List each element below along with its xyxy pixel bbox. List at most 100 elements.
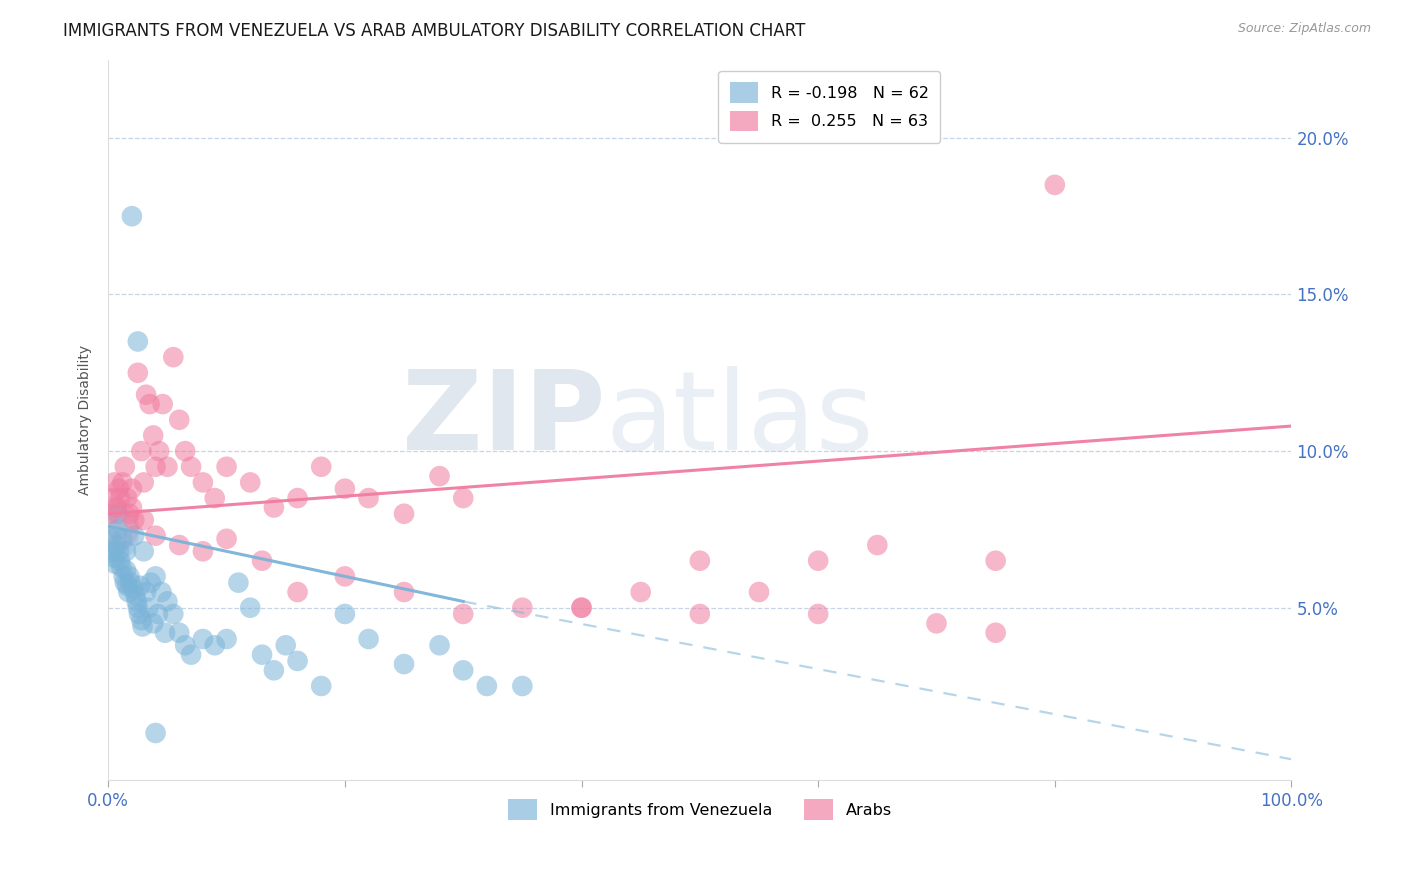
- Point: [115, 579, 138, 593]
- Point: [107, 522, 129, 536]
- Point: [145, 459, 167, 474]
- Legend: Immigrants from Venezuela, Arabs: Immigrants from Venezuela, Arabs: [502, 793, 898, 826]
- Point: [100, 532, 122, 546]
- Point: [153, 625, 176, 640]
- Point: [150, 585, 173, 599]
- Point: [108, 554, 131, 568]
- Point: [114, 575, 136, 590]
- Point: [475, 679, 498, 693]
- Point: [239, 600, 262, 615]
- Point: [104, 557, 127, 571]
- Point: [112, 569, 135, 583]
- Point: [121, 500, 143, 515]
- Text: ZIP: ZIP: [402, 367, 605, 474]
- Point: [571, 600, 593, 615]
- Text: IMMIGRANTS FROM VENEZUELA VS ARAB AMBULATORY DISABILITY CORRELATION CHART: IMMIGRANTS FROM VENEZUELA VS ARAB AMBULA…: [63, 22, 806, 40]
- Point: [630, 585, 652, 599]
- Point: [204, 491, 226, 505]
- Point: [451, 607, 474, 621]
- Point: [156, 459, 179, 474]
- Point: [174, 444, 197, 458]
- Point: [132, 513, 155, 527]
- Point: [148, 444, 170, 458]
- Point: [287, 654, 309, 668]
- Point: [250, 648, 273, 662]
- Point: [101, 491, 124, 505]
- Point: [191, 544, 214, 558]
- Point: [984, 554, 1007, 568]
- Point: [204, 638, 226, 652]
- Point: [145, 569, 167, 583]
- Point: [429, 469, 451, 483]
- Point: [689, 607, 711, 621]
- Point: [167, 625, 190, 640]
- Point: [191, 475, 214, 490]
- Point: [167, 413, 190, 427]
- Point: [115, 563, 138, 577]
- Point: [1043, 178, 1066, 192]
- Point: [127, 366, 149, 380]
- Point: [131, 619, 153, 633]
- Point: [429, 638, 451, 652]
- Point: [333, 607, 356, 621]
- Point: [122, 513, 145, 527]
- Text: atlas: atlas: [605, 367, 873, 474]
- Point: [98, 519, 121, 533]
- Point: [309, 679, 332, 693]
- Point: [145, 529, 167, 543]
- Point: [128, 607, 150, 621]
- Point: [131, 613, 153, 627]
- Point: [115, 544, 138, 558]
- Point: [127, 600, 149, 615]
- Point: [156, 594, 179, 608]
- Point: [162, 607, 184, 621]
- Point: [118, 569, 141, 583]
- Point: [108, 482, 131, 496]
- Point: [451, 491, 474, 505]
- Point: [392, 585, 415, 599]
- Point: [274, 638, 297, 652]
- Point: [180, 459, 202, 474]
- Point: [127, 334, 149, 349]
- Point: [138, 397, 160, 411]
- Point: [132, 544, 155, 558]
- Point: [180, 648, 202, 662]
- Point: [512, 679, 534, 693]
- Point: [228, 575, 250, 590]
- Y-axis label: Ambulatory Disability: Ambulatory Disability: [79, 344, 93, 495]
- Point: [263, 663, 285, 677]
- Point: [263, 500, 285, 515]
- Point: [689, 554, 711, 568]
- Point: [98, 527, 121, 541]
- Point: [807, 554, 830, 568]
- Point: [984, 625, 1007, 640]
- Point: [117, 585, 139, 599]
- Point: [333, 482, 356, 496]
- Point: [121, 209, 143, 223]
- Point: [103, 550, 125, 565]
- Point: [121, 482, 143, 496]
- Point: [124, 588, 146, 602]
- Point: [138, 600, 160, 615]
- Point: [115, 491, 138, 505]
- Point: [111, 475, 134, 490]
- Point: [120, 575, 142, 590]
- Point: [451, 663, 474, 677]
- Point: [118, 507, 141, 521]
- Point: [145, 726, 167, 740]
- Point: [103, 475, 125, 490]
- Point: [122, 529, 145, 543]
- Point: [101, 544, 124, 558]
- Point: [167, 538, 190, 552]
- Point: [925, 616, 948, 631]
- Point: [357, 632, 380, 646]
- Point: [105, 500, 128, 515]
- Point: [125, 594, 148, 608]
- Point: [191, 632, 214, 646]
- Point: [392, 507, 415, 521]
- Point: [250, 554, 273, 568]
- Point: [135, 388, 157, 402]
- Point: [215, 532, 238, 546]
- Point: [807, 607, 830, 621]
- Point: [111, 532, 134, 546]
